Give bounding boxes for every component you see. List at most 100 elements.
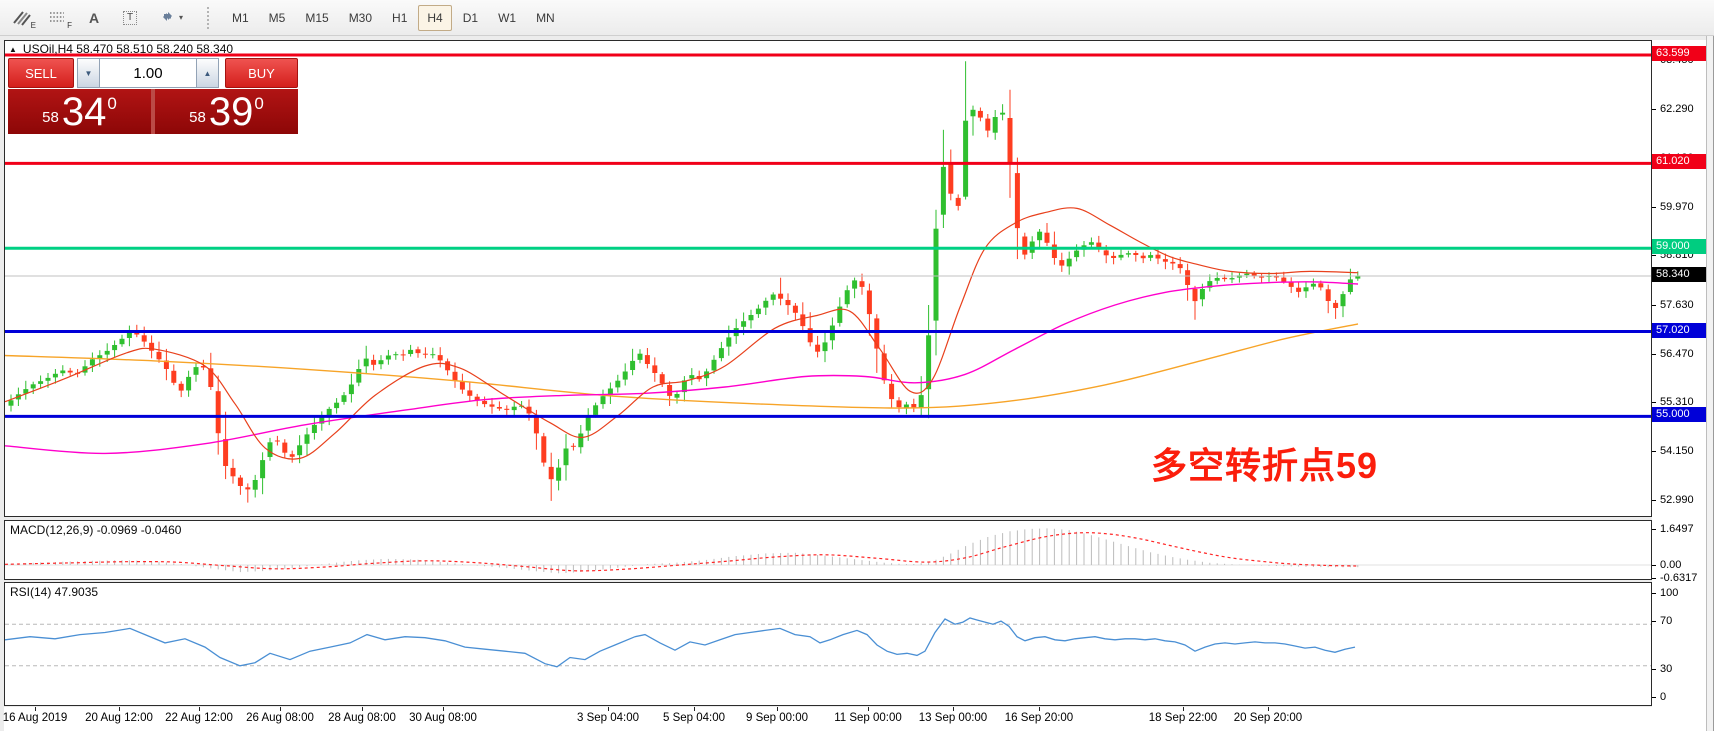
volume-input[interactable] <box>100 58 196 88</box>
rsi-axis-label: 0 <box>1652 690 1666 704</box>
arrows-tool-button[interactable]: ▾ <box>149 4 195 32</box>
candle-body <box>1244 273 1250 276</box>
candle-body <box>652 365 658 373</box>
candle-body <box>1066 258 1072 267</box>
candle-body <box>718 348 724 359</box>
price-tick-label: 55.310 <box>1652 395 1694 409</box>
tab-timeframe-w1[interactable]: W1 <box>498 10 517 25</box>
candle-body <box>622 371 628 380</box>
main-chart-panel[interactable]: ▲ USOil,H4 58.470 58.510 58.240 58.340 S… <box>4 40 1652 517</box>
candle-body <box>430 354 436 356</box>
candle-body <box>578 433 584 448</box>
macd-chart[interactable] <box>4 521 1651 579</box>
sell-price-display[interactable]: 58 34 0 <box>8 89 151 134</box>
candle-body <box>1296 287 1302 292</box>
time-tick <box>1183 707 1184 711</box>
candle-body <box>807 328 813 343</box>
candle-body <box>1162 259 1168 262</box>
candle-body <box>985 118 991 131</box>
candle-body <box>67 370 73 373</box>
text-tool-button[interactable]: A <box>77 4 111 32</box>
time-tick <box>35 707 36 711</box>
candle-body <box>1273 276 1279 278</box>
candle-body <box>1192 288 1198 302</box>
macd-axis-label: 1.6497 <box>1652 522 1694 536</box>
tab-timeframe-h4[interactable]: H4 <box>418 4 452 31</box>
tab-timeframe-m5[interactable]: M5 <box>268 10 286 25</box>
fibonacci-tool-button[interactable]: F <box>41 4 75 32</box>
candle-body <box>252 480 258 490</box>
candle-body <box>1281 277 1287 282</box>
candle-body <box>1096 242 1102 250</box>
tab-timeframe-m30[interactable]: M30 <box>348 10 373 25</box>
rsi-panel[interactable]: RSI(14) 47.9035 <box>4 582 1652 706</box>
candle-body <box>748 315 754 321</box>
buy-button[interactable]: BUY <box>225 58 298 88</box>
tab-timeframe-m1[interactable]: M1 <box>232 10 249 25</box>
buy-price-display[interactable]: 58 39 0 <box>155 89 298 134</box>
candle-body <box>23 389 29 394</box>
time-label: 16 Sep 20:00 <box>1004 712 1074 724</box>
candle-body <box>496 407 502 409</box>
candle-body <box>8 400 14 406</box>
candle-body <box>452 371 458 381</box>
candle-body <box>208 368 214 387</box>
tab-timeframe-mn[interactable]: MN <box>536 10 555 25</box>
candle-body <box>889 383 895 400</box>
time-axis[interactable]: 16 Aug 2019 20 Aug 12:00 22 Aug 12:00 26 Au… <box>3 707 1652 731</box>
candle-body <box>297 445 303 456</box>
symbol-marker-icon: ▲ <box>9 44 17 54</box>
candle-body <box>38 381 44 384</box>
ma-fast-red <box>4 207 1359 460</box>
time-tick <box>1039 707 1040 711</box>
candle-body <box>859 281 865 287</box>
candle-body <box>1051 244 1057 258</box>
rsi-line <box>4 617 1356 668</box>
candle-body <box>778 293 784 299</box>
candle-body <box>112 345 118 351</box>
candle-body <box>356 369 362 383</box>
candle-body <box>334 402 340 409</box>
candle-body <box>60 370 66 374</box>
candle-body <box>30 384 36 389</box>
candle-body <box>371 359 377 365</box>
rsi-chart[interactable] <box>4 583 1651 705</box>
macd-panel[interactable]: MACD(12,26,9) -0.0969 -0.0460 <box>4 520 1652 580</box>
price-axis[interactable]: 63.45062.29061.13059.97058.81057.63056.4… <box>1652 40 1706 731</box>
candle-body <box>348 384 354 395</box>
time-tick <box>443 707 444 711</box>
buy-price-small: 58 <box>189 109 206 126</box>
candlestick-chart[interactable] <box>4 41 1651 516</box>
candle-body <box>1222 277 1228 280</box>
volume-decrease-button[interactable]: ▼ <box>77 58 100 88</box>
sell-price-big: 34 <box>61 89 107 134</box>
tab-timeframe-h1[interactable]: H1 <box>392 10 408 25</box>
time-label: 13 Sep 00:00 <box>918 712 988 724</box>
candle-body <box>1207 281 1213 288</box>
candle-body <box>659 374 665 384</box>
text-label-tool-button[interactable]: T <box>113 4 147 32</box>
time-tick <box>280 707 281 711</box>
candle-body <box>1170 261 1176 264</box>
candle-body <box>445 361 451 371</box>
crosshair-lines-tool-button[interactable]: E <box>5 4 39 32</box>
volume-increase-button[interactable]: ▲ <box>196 58 219 88</box>
candle-body <box>1199 289 1205 300</box>
candle-body <box>326 408 332 416</box>
sell-button[interactable]: SELL <box>8 58 74 88</box>
ma-slow-orange <box>4 323 1359 409</box>
macd-axis-label: 0.00 <box>1652 558 1681 572</box>
candle-body <box>852 280 858 289</box>
tab-timeframe-m15[interactable]: M15 <box>305 10 329 25</box>
candle-body <box>141 335 147 342</box>
candle-body <box>1133 253 1139 255</box>
candle-body <box>511 406 517 411</box>
time-label: 28 Aug 08:00 <box>328 712 396 724</box>
tab-timeframe-d1[interactable]: D1 <box>462 10 479 25</box>
candle-body <box>119 338 125 345</box>
candle-body <box>363 358 369 367</box>
candle-body <box>1214 278 1220 281</box>
buy-price-sup: 0 <box>254 94 264 113</box>
time-tick <box>608 707 609 711</box>
time-tick <box>1268 707 1269 711</box>
